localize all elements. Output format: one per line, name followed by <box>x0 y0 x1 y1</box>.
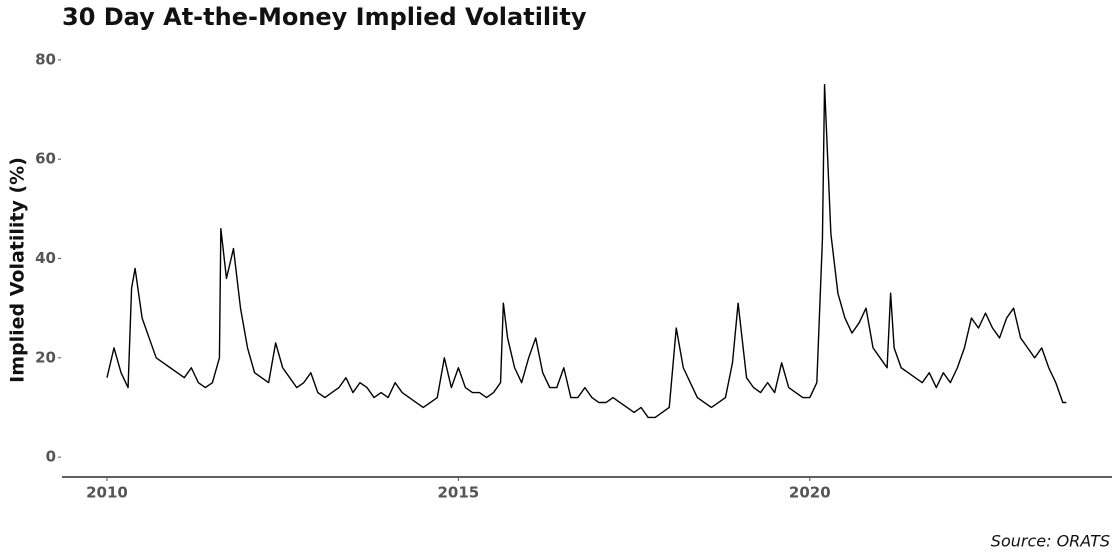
source-note: Source: ORATS <box>991 532 1110 551</box>
y-tick-label: 20 <box>35 348 56 366</box>
x-tick-label: 2020 <box>789 484 831 502</box>
y-axis-title: Implied Volatility (%) <box>7 157 29 383</box>
x-tick-label: 2015 <box>438 484 480 502</box>
y-tick-label: 60 <box>35 150 56 168</box>
x-tick-label: 2010 <box>86 484 128 502</box>
chart-title: 30 Day At-the-Money Implied Volatility <box>62 3 587 31</box>
y-tick-label: 0 <box>46 448 56 466</box>
data-line <box>106 83 1067 419</box>
y-tick-label: 40 <box>35 249 56 267</box>
y-tick-label: 80 <box>35 50 56 68</box>
